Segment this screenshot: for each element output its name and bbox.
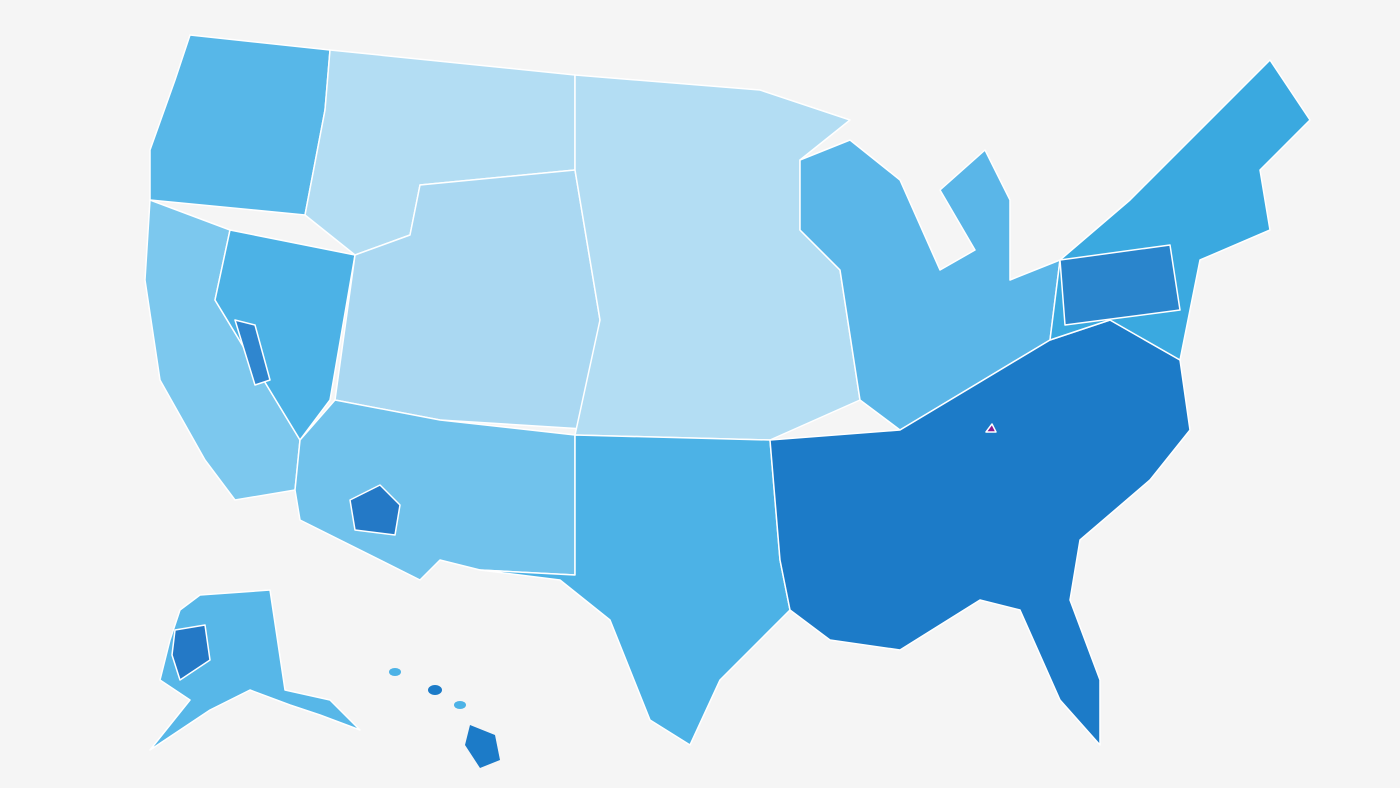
arizona-county <box>349 484 401 536</box>
hawaii <box>389 668 500 768</box>
nevada <box>214 229 356 441</box>
hawaii-island <box>389 668 401 676</box>
midwest <box>799 139 1061 431</box>
alaska-region <box>171 624 211 681</box>
lower-48 <box>144 34 1311 746</box>
hawaii-island <box>454 701 466 709</box>
nevada-county <box>234 319 271 386</box>
hawaii-island <box>428 685 442 695</box>
pennsylvania <box>1059 244 1181 326</box>
great-plains <box>574 74 861 441</box>
southwest <box>294 399 576 581</box>
highlight-county <box>985 423 997 433</box>
hawaii-island <box>465 725 500 768</box>
alaska <box>149 589 361 751</box>
